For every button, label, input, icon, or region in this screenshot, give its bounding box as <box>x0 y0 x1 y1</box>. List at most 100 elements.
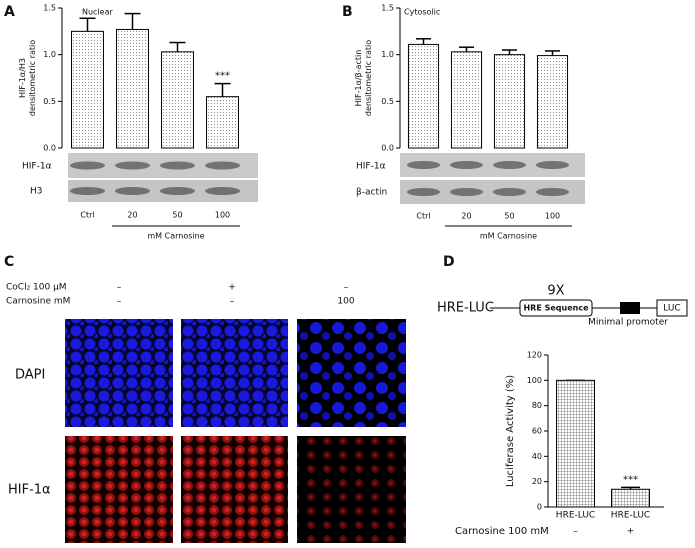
repeat-label: 9X <box>547 284 564 299</box>
blot-band <box>535 161 570 169</box>
micrograph <box>65 319 173 427</box>
luc-label: LUC <box>663 304 680 314</box>
treatment-level: + <box>627 527 635 537</box>
y-tick-label: 100 <box>527 376 542 385</box>
y-tick-label: 1.0 <box>381 50 394 59</box>
row-label: HIF-1α <box>8 483 51 498</box>
blot-band <box>449 188 484 196</box>
y-axis-label: HIF-1α/β-actindensitometric ratio <box>354 40 373 116</box>
y-tick-label: 0.5 <box>43 97 56 106</box>
blot-label: H3 <box>30 187 43 197</box>
x-tick-label: HRE-LUC <box>556 511 595 521</box>
bar <box>450 51 483 149</box>
x-tick-label: 50 <box>504 212 514 221</box>
bar <box>116 28 149 149</box>
y-axis-label-line: densitometric ratio <box>28 40 37 116</box>
blot-band <box>114 187 151 195</box>
condition-level: – <box>344 283 349 293</box>
x-tick-label: Ctrl <box>80 211 94 220</box>
blot-band <box>535 188 570 196</box>
y-tick-label: 1.5 <box>381 4 394 13</box>
y-tick-label: 0 <box>537 503 542 512</box>
chart-title: Nuclear <box>82 8 114 17</box>
condition-level: 100 <box>337 297 354 307</box>
blot-label: β-actin <box>356 188 387 198</box>
blot-band <box>492 188 527 196</box>
x-tick-label: Ctrl <box>416 212 430 221</box>
bar <box>71 30 104 149</box>
bar <box>536 55 569 149</box>
promoter-box <box>620 302 640 314</box>
x-tick-label: 50 <box>172 211 182 220</box>
condition-name: CoCl₂ 100 µM <box>6 283 67 293</box>
blot-band <box>204 187 241 195</box>
blot-band <box>69 161 106 170</box>
y-tick-label: 0.5 <box>381 97 394 106</box>
bar <box>556 379 595 508</box>
construct-label: HRE-LUC <box>437 301 494 316</box>
micrograph <box>297 436 406 543</box>
chart-title: Cytosolic <box>404 8 440 17</box>
x-tick-label: 20 <box>461 212 471 221</box>
y-axis-label-line: Luciferase Activity (%) <box>505 375 516 487</box>
blot-band <box>449 161 484 169</box>
x-tick-label: 20 <box>127 211 137 220</box>
condition-level: – <box>117 283 122 293</box>
promoter-label: Minimal promoter <box>588 318 668 328</box>
panel-label: C <box>4 254 14 270</box>
bar <box>493 54 526 149</box>
treatment-level: – <box>573 527 578 537</box>
blot-band <box>492 161 527 169</box>
blot-band <box>204 161 241 170</box>
x-tick-label: HRE-LUC <box>611 511 650 521</box>
y-axis-label: HIF-1α/H3densitometric ratio <box>18 40 37 116</box>
y-tick-label: 0.0 <box>43 144 56 153</box>
micrograph <box>65 436 173 543</box>
significance: *** <box>215 71 230 82</box>
micrograph <box>181 319 288 427</box>
bar <box>161 51 194 149</box>
bar <box>407 43 440 149</box>
blot-band <box>69 187 106 195</box>
condition-level: – <box>230 297 235 307</box>
x-axis-label: mM Carnosine <box>147 232 204 241</box>
x-tick-label: 100 <box>545 212 560 221</box>
blot-band <box>159 161 196 170</box>
y-tick-label: 120 <box>527 351 542 360</box>
blot-label: HIF-1α <box>22 162 52 172</box>
y-axis-label-line: densitometric ratio <box>364 40 373 116</box>
blot-band <box>406 161 441 169</box>
y-axis-label: Luciferase Activity (%) <box>505 375 516 487</box>
blot-label: HIF-1α <box>356 162 386 172</box>
bar <box>206 96 239 149</box>
y-tick-label: 1.5 <box>43 4 56 13</box>
y-tick-label: 20 <box>532 477 542 486</box>
y-tick-label: 40 <box>532 452 542 461</box>
x-axis-label: mM Carnosine <box>480 232 537 241</box>
micrograph <box>297 319 406 427</box>
hre-box <box>519 299 593 317</box>
panel-label: B <box>342 4 353 20</box>
blot-band <box>406 188 441 196</box>
panel-label: A <box>4 4 15 20</box>
y-axis-label-line: HIF-1α/β-actin <box>354 50 363 107</box>
hre-label: HRE Sequence <box>523 304 589 313</box>
y-tick-label: 60 <box>532 427 542 436</box>
micrograph <box>181 436 288 543</box>
bar <box>611 488 650 508</box>
condition-level: – <box>117 297 122 307</box>
condition-level: + <box>228 283 236 293</box>
condition-name: Carnosine mM <box>6 297 70 307</box>
treatment-name: Carnosine 100 mM <box>455 526 549 537</box>
y-axis-label-line: HIF-1α/H3 <box>18 58 27 98</box>
y-tick-label: 1.0 <box>43 50 56 59</box>
luc-box <box>656 299 688 317</box>
blot-band <box>159 187 196 195</box>
y-tick-label: 80 <box>532 401 542 410</box>
panel-label: D <box>443 254 455 270</box>
blot-band <box>114 161 151 170</box>
x-tick-label: 100 <box>215 211 230 220</box>
row-label: DAPI <box>15 368 45 383</box>
y-tick-label: 0.0 <box>381 144 394 153</box>
